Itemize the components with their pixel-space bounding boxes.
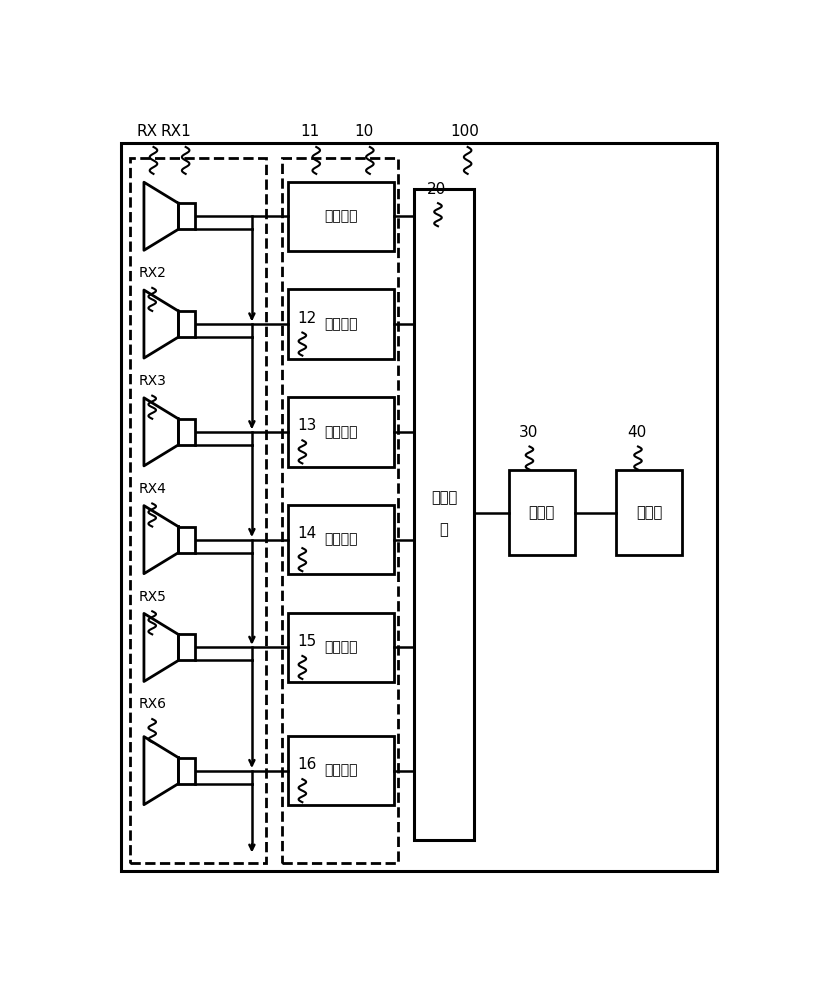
Bar: [178, 758, 195, 784]
Text: 比较器: 比较器: [528, 505, 555, 520]
Bar: [178, 311, 195, 337]
Text: 20: 20: [427, 182, 446, 197]
Bar: [288, 505, 394, 574]
Bar: [282, 158, 398, 863]
Bar: [288, 736, 394, 805]
Text: 检波电路: 检波电路: [324, 317, 357, 331]
Bar: [178, 527, 195, 553]
Polygon shape: [144, 398, 178, 466]
Bar: [288, 613, 394, 682]
Bar: [288, 397, 394, 467]
Bar: [288, 289, 394, 359]
Text: 检波电路: 检波电路: [324, 425, 357, 439]
Text: RX5: RX5: [138, 590, 166, 604]
Polygon shape: [144, 737, 178, 805]
Bar: [178, 419, 195, 445]
Text: RX3: RX3: [138, 374, 166, 388]
Polygon shape: [144, 290, 178, 358]
Bar: [288, 182, 394, 251]
Text: 滤波电: 滤波电: [431, 490, 457, 505]
Text: 16: 16: [297, 757, 317, 772]
Bar: [130, 158, 265, 863]
Polygon shape: [144, 506, 178, 574]
Text: 路: 路: [440, 523, 449, 538]
Text: 检波电路: 检波电路: [324, 640, 357, 654]
Bar: [414, 189, 474, 840]
Text: 40: 40: [627, 425, 646, 440]
Bar: [178, 634, 195, 660]
Text: 检波电路: 检波电路: [324, 764, 357, 778]
Text: 13: 13: [297, 418, 317, 433]
Bar: [616, 470, 682, 555]
Text: 11: 11: [300, 124, 320, 139]
Text: RX6: RX6: [138, 697, 166, 711]
Text: RX1: RX1: [161, 124, 191, 139]
Text: 15: 15: [297, 634, 317, 649]
Text: 处理器: 处理器: [636, 505, 662, 520]
Text: 100: 100: [450, 124, 479, 139]
Text: 12: 12: [297, 311, 317, 326]
Text: RX4: RX4: [138, 482, 166, 496]
Text: 30: 30: [519, 425, 538, 440]
Bar: [509, 470, 575, 555]
Text: 检波电路: 检波电路: [324, 209, 357, 223]
Text: 检波电路: 检波电路: [324, 533, 357, 547]
Bar: [178, 203, 195, 229]
Text: RX: RX: [137, 124, 158, 139]
Text: 10: 10: [354, 124, 373, 139]
Text: RX2: RX2: [138, 266, 166, 280]
Polygon shape: [144, 613, 178, 681]
Text: 14: 14: [297, 526, 317, 541]
Polygon shape: [144, 182, 178, 250]
